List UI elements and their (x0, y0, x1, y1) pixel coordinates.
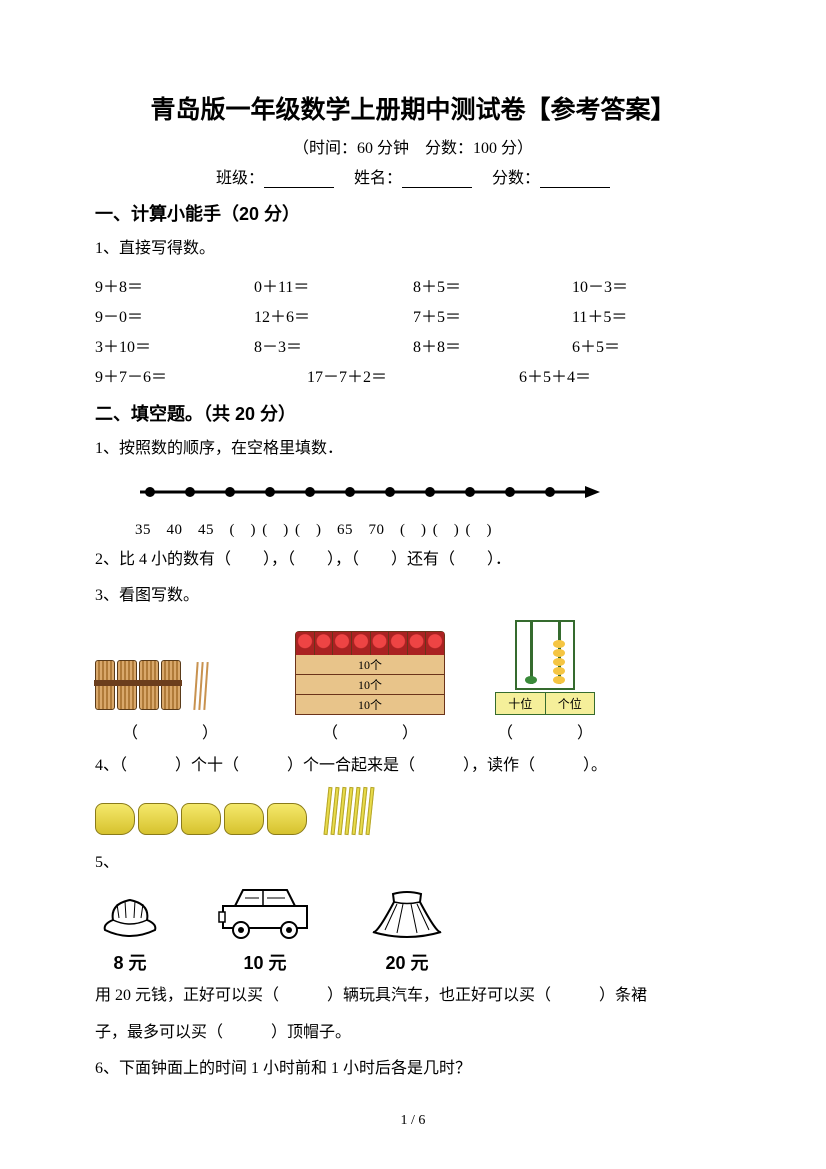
q2-5-text: 5、 (95, 848, 731, 878)
q3-blank: （ ） (295, 719, 445, 743)
q5-items-row: 8 元 10 元 (95, 884, 731, 975)
q5-car-price: 10 元 (215, 949, 315, 975)
calc-cell: 6＋5＝ (572, 330, 731, 360)
section-2-head: 二、填空题。（共 20 分） (95, 400, 731, 426)
sticks-figure (95, 660, 245, 715)
calc-cell: 8－3＝ (254, 330, 413, 360)
q2-1-text: 1、按照数的顺序，在空格里填数． (95, 434, 731, 464)
section-1-head: 一、计算小能手（20 分） (95, 200, 731, 226)
number-line-labels: 35 40 45 ( ) ( ) ( ) 65 70 ( ) ( ) ( ) (135, 518, 731, 539)
q3-blank: （ ） (495, 719, 595, 743)
calc-cell: 0＋11＝ (254, 270, 413, 300)
calc-cell: 8＋5＝ (413, 270, 572, 300)
crate-row-label: 10个 (295, 655, 445, 675)
field-score-blank[interactable] (540, 187, 610, 188)
calc-cell: 10－3＝ (572, 270, 731, 300)
calc-cell: 9＋7－6＝ (95, 360, 307, 390)
field-name-blank[interactable] (402, 187, 472, 188)
field-class-blank[interactable] (264, 187, 334, 188)
calc-cell: 17－7＋2＝ (307, 360, 519, 390)
exam-meta: （时间：60 分钟 分数：100 分） (95, 134, 731, 158)
calc-cell: 12＋6＝ (254, 300, 413, 330)
calc-cell: 3＋10＝ (95, 330, 254, 360)
hat-icon (95, 894, 165, 945)
field-score-label: 分数： (492, 170, 540, 187)
calc-cell: 6＋5＋4＝ (519, 360, 731, 390)
abacus-tens-label: 十位 (496, 693, 546, 714)
field-name-label: 姓名： (354, 170, 402, 187)
student-fields: 班级： 姓名： 分数： (95, 164, 731, 188)
calc-grid: 9＋8＝ 0＋11＝ 8＋5＝ 10－3＝ 9－0＝ 12＋6＝ 7＋5＝ 11… (95, 270, 731, 360)
skirt-icon (365, 888, 449, 945)
q5-hat-price: 8 元 (95, 949, 165, 975)
calc-cell: 9－0＝ (95, 300, 254, 330)
number-line-svg (135, 475, 605, 509)
calc-cell: 9＋8＝ (95, 270, 254, 300)
calc-row-last: 9＋7－6＝ 17－7＋2＝ 6＋5＋4＝ (95, 360, 731, 390)
q2-6-text: 6、下面钟面上的时间 1 小时前和 1 小时后各是几时？ (95, 1054, 731, 1084)
q5-car-item: 10 元 (215, 884, 315, 975)
q2-4-text: 4、（ ）个十（ ）个一合起来是（ ），读作（ ）。 (95, 751, 731, 781)
car-icon (215, 884, 315, 945)
q4-figure (95, 787, 731, 840)
calc-cell: 7＋5＝ (413, 300, 572, 330)
q2-5-line1: 用 20 元钱，正好可以买（ ）辆玩具汽车，也正好可以买（ ）条裙 (95, 981, 731, 1011)
q2-3-text: 3、看图写数。 (95, 581, 731, 611)
q1-1-text: 1、直接写得数。 (95, 234, 731, 264)
q3-answer-row: （ ） （ ） （ ） (95, 719, 731, 743)
crate-row-label: 10个 (295, 695, 445, 715)
q2-5-line2: 子，最多可以买（ ）顶帽子。 (95, 1018, 731, 1048)
q5-skirt-price: 20 元 (365, 949, 449, 975)
crate-figure: 10个 10个 10个 (295, 631, 445, 715)
q3-figure-row: 10个 10个 10个 十位 个位 (95, 620, 731, 715)
calc-cell: 11＋5＝ (572, 300, 731, 330)
page-title: 青岛版一年级数学上册期中测试卷【参考答案】 (95, 90, 731, 126)
q5-skirt-item: 20 元 (365, 888, 449, 975)
q2-2-text: 2、比 4 小的数有（ ），（ ），（ ）还有（ ）． (95, 545, 731, 575)
field-class-label: 班级： (216, 170, 264, 187)
calc-cell: 8＋8＝ (413, 330, 572, 360)
abacus-ones-label: 个位 (546, 693, 595, 714)
q5-hat-item: 8 元 (95, 894, 165, 975)
page-number: 1 / 6 (0, 1113, 826, 1129)
abacus-figure: 十位 个位 (495, 620, 595, 715)
number-line (135, 475, 731, 514)
crate-row-label: 10个 (295, 675, 445, 695)
q3-blank: （ ） (95, 719, 245, 743)
